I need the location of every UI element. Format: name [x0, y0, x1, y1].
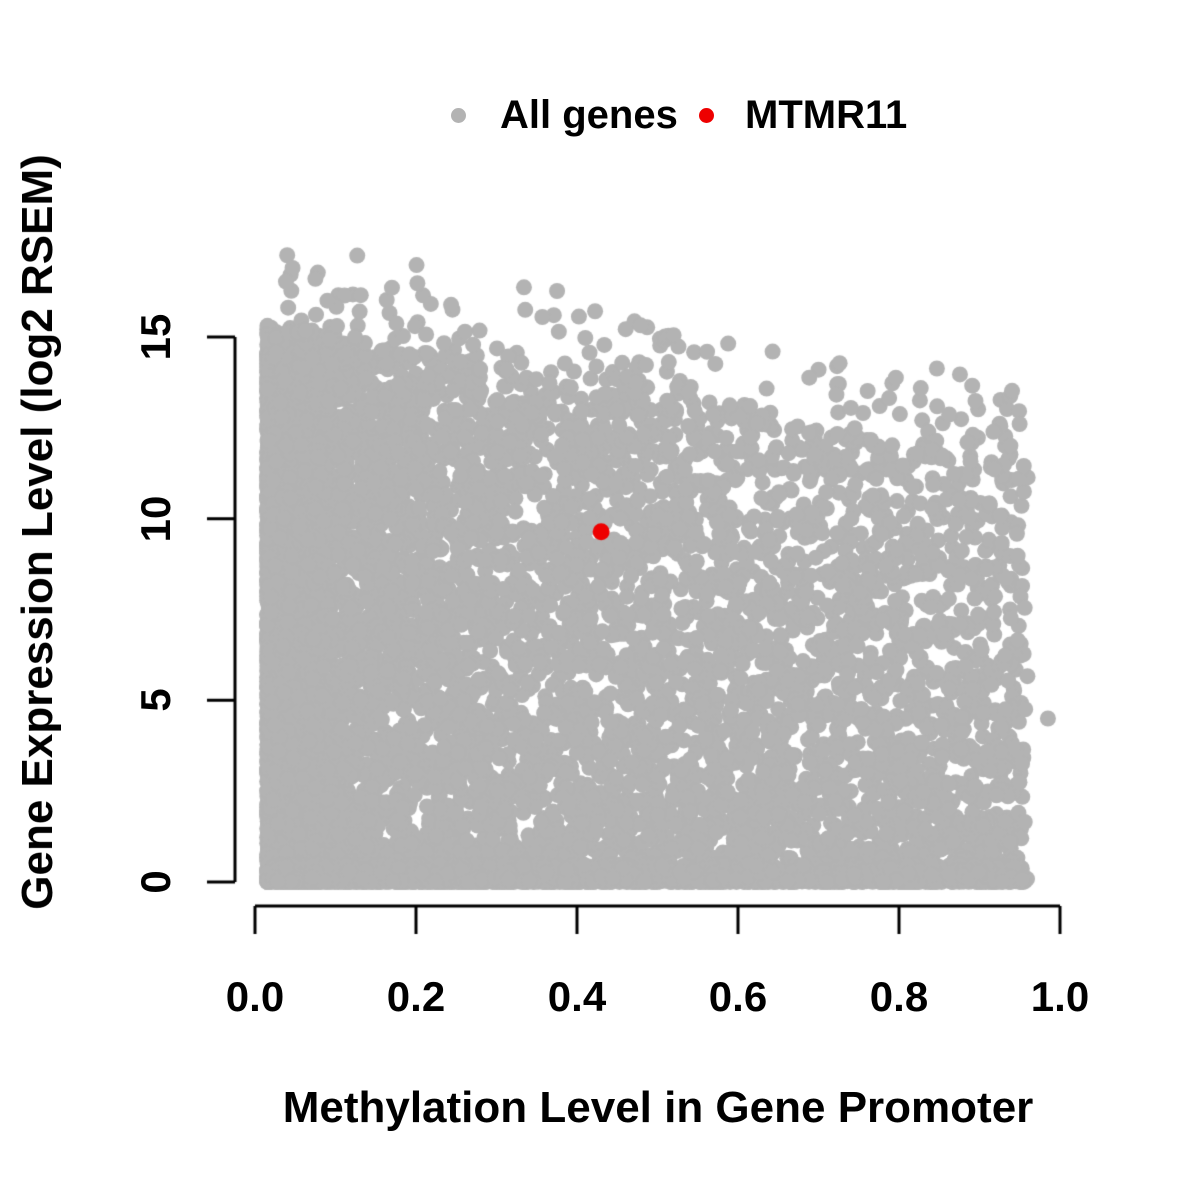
- legend-marker-all-genes: [451, 108, 466, 123]
- y-tick-label-15: 15: [132, 313, 179, 361]
- x-axis-title: Methylation Level in Gene Promoter: [282, 1083, 1034, 1132]
- y-tick-label-10: 10: [132, 495, 179, 543]
- x-tick-label-0.8: 0.8: [869, 973, 929, 1020]
- x-tick-label-1.0: 1.0: [1030, 973, 1090, 1020]
- y-tick-label-5: 5: [132, 688, 179, 713]
- legend-label-mtmr11: MTMR11: [745, 93, 908, 137]
- x-tick-label-0.0: 0.0: [225, 973, 285, 1020]
- legend-marker-mtmr11: [699, 108, 714, 123]
- x-tick-label-0.4: 0.4: [547, 973, 607, 1020]
- y-axis-title: Gene Expression Level (log2 RSEM): [13, 154, 62, 910]
- x-tick-label-0.2: 0.2: [386, 973, 446, 1020]
- x-tick-label-0.6: 0.6: [708, 973, 768, 1020]
- legend-label-all-genes: All genes: [500, 93, 678, 137]
- y-tick-label-0: 0: [132, 870, 179, 894]
